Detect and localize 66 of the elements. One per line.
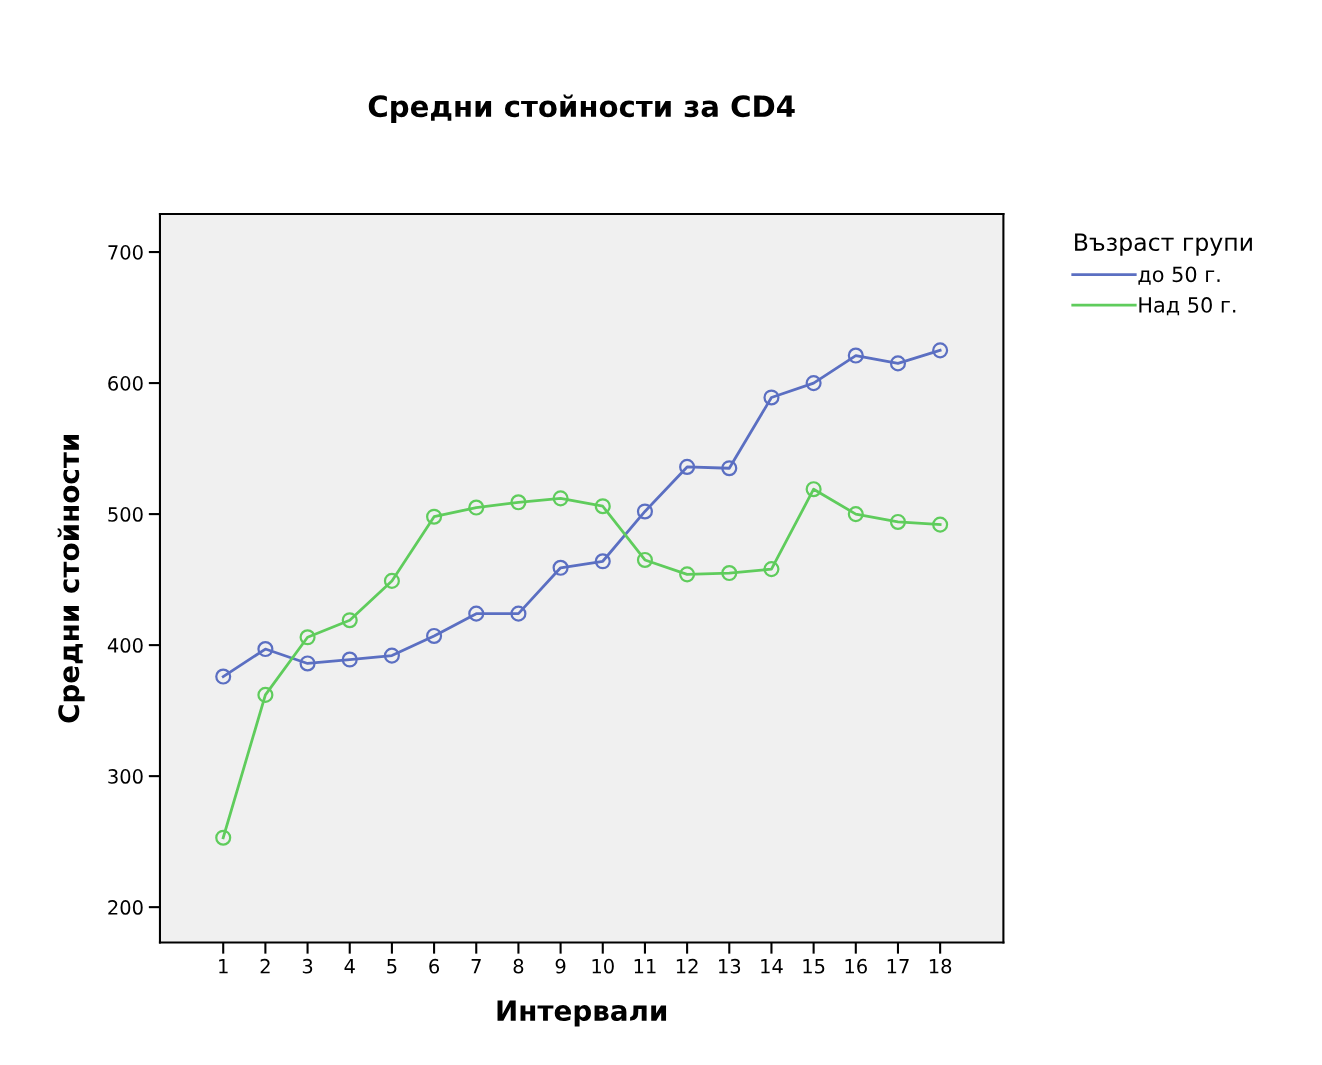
x-axis-title: Интервали xyxy=(497,1000,667,1027)
y-tick-label: 300 xyxy=(108,769,143,784)
point xyxy=(805,375,822,392)
point xyxy=(721,565,738,582)
point xyxy=(299,629,316,646)
x-tick-label: 17 xyxy=(887,959,909,974)
point xyxy=(679,566,696,583)
point xyxy=(763,389,780,406)
x-tick-label: 14 xyxy=(761,959,783,974)
point xyxy=(468,499,485,516)
point xyxy=(552,490,569,507)
y-tick-label: 700 xyxy=(108,245,143,260)
point xyxy=(510,494,527,511)
y-tick-label: 500 xyxy=(108,507,143,522)
point xyxy=(889,513,907,531)
x-tick-label: 15 xyxy=(803,959,825,974)
legend-label: Над 50 г. xyxy=(1139,297,1236,316)
point xyxy=(510,605,527,622)
point xyxy=(299,655,316,672)
point xyxy=(932,342,949,359)
point xyxy=(763,561,780,578)
x-tick-label: 18 xyxy=(929,958,952,974)
point xyxy=(257,686,274,703)
x-tick-label: 16 xyxy=(845,958,867,974)
point xyxy=(636,503,653,520)
point xyxy=(932,516,949,533)
point xyxy=(636,551,653,569)
x-tick-label: 7 xyxy=(471,959,481,974)
x-tick-label: 3 xyxy=(302,958,313,974)
point xyxy=(215,668,232,685)
y-tick-label: 200 xyxy=(108,900,143,915)
point xyxy=(679,458,696,475)
point xyxy=(341,651,358,668)
legend-title: Възраст групи xyxy=(1075,233,1252,256)
point xyxy=(383,572,400,589)
x-tick-label: 1 xyxy=(219,959,228,974)
point xyxy=(426,508,443,525)
x-tick-label: 6 xyxy=(429,958,440,974)
point xyxy=(721,460,738,477)
point xyxy=(468,605,485,622)
x-tick-label: 9 xyxy=(555,958,566,974)
x-tick-label: 2 xyxy=(260,958,270,974)
x-tick-label: 13 xyxy=(719,958,741,974)
x-tick-label: 10 xyxy=(592,958,614,974)
y-tick-label: 600 xyxy=(108,376,143,391)
x-tick-label: 11 xyxy=(634,959,656,974)
chart-title: Средни стойности за CD4 xyxy=(368,94,795,123)
point xyxy=(426,627,443,644)
point xyxy=(383,647,400,664)
x-tick-label: 12 xyxy=(676,958,698,974)
point xyxy=(215,829,232,846)
point xyxy=(341,612,358,629)
x-tick-label: 8 xyxy=(513,958,524,974)
point xyxy=(889,355,907,372)
y-axis-title: Средни стойности xyxy=(57,434,85,723)
x-tick-label: 5 xyxy=(387,959,397,974)
point xyxy=(847,347,864,364)
y-tick-label: 400 xyxy=(107,638,143,653)
point xyxy=(552,559,569,576)
point xyxy=(847,506,864,523)
point xyxy=(594,498,611,515)
legend-label: до 50 г. xyxy=(1138,266,1220,285)
point xyxy=(594,553,611,570)
point xyxy=(257,640,274,658)
x-tick-label: 4 xyxy=(344,959,355,974)
point xyxy=(805,481,822,498)
